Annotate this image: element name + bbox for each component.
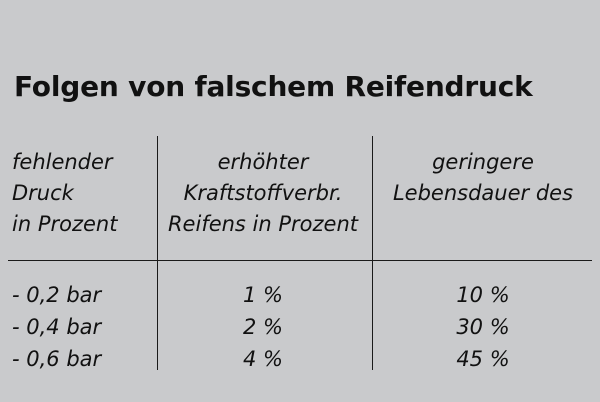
header-tire-life-line-2: Lebensdauer des — [392, 181, 574, 205]
header-missing-pressure-line-2: Druck — [12, 181, 74, 205]
row-3-pressure: - 0,6 bar — [12, 347, 102, 371]
header-fuel-consumption-line-2: Kraftstoffverbr. — [183, 181, 343, 205]
row-2-fuel: 2 % — [243, 315, 283, 339]
row-3-life: 45 % — [456, 347, 510, 371]
header-divider — [8, 260, 592, 261]
row-1-life: 10 % — [456, 283, 510, 307]
row-2-life: 30 % — [456, 315, 510, 339]
header-fuel-consumption-line-1: erhöhter — [217, 150, 309, 174]
header-missing-pressure: fehlender Druck in Prozent — [12, 147, 117, 240]
header-missing-pressure-line-1: fehlender — [12, 150, 113, 174]
header-fuel-consumption: erhöhter Kraftstoffverbr. Reifens in Pro… — [163, 147, 363, 240]
column-divider-1 — [157, 136, 158, 370]
header-fuel-consumption-line-3: Reifens in Prozent — [167, 212, 359, 236]
table-title: Folgen von falschem Reifendruck — [14, 70, 533, 103]
row-1-fuel: 1 % — [243, 283, 283, 307]
row-1-pressure: - 0,2 bar — [12, 283, 102, 307]
header-tire-life-line-1: geringere — [432, 150, 534, 174]
header-missing-pressure-line-3: in Prozent — [12, 212, 118, 236]
row-2-pressure: - 0,4 bar — [12, 315, 102, 339]
row-3-fuel: 4 % — [243, 347, 283, 371]
header-tire-life: geringere Lebensdauer des — [378, 147, 588, 209]
column-divider-2 — [372, 136, 373, 370]
